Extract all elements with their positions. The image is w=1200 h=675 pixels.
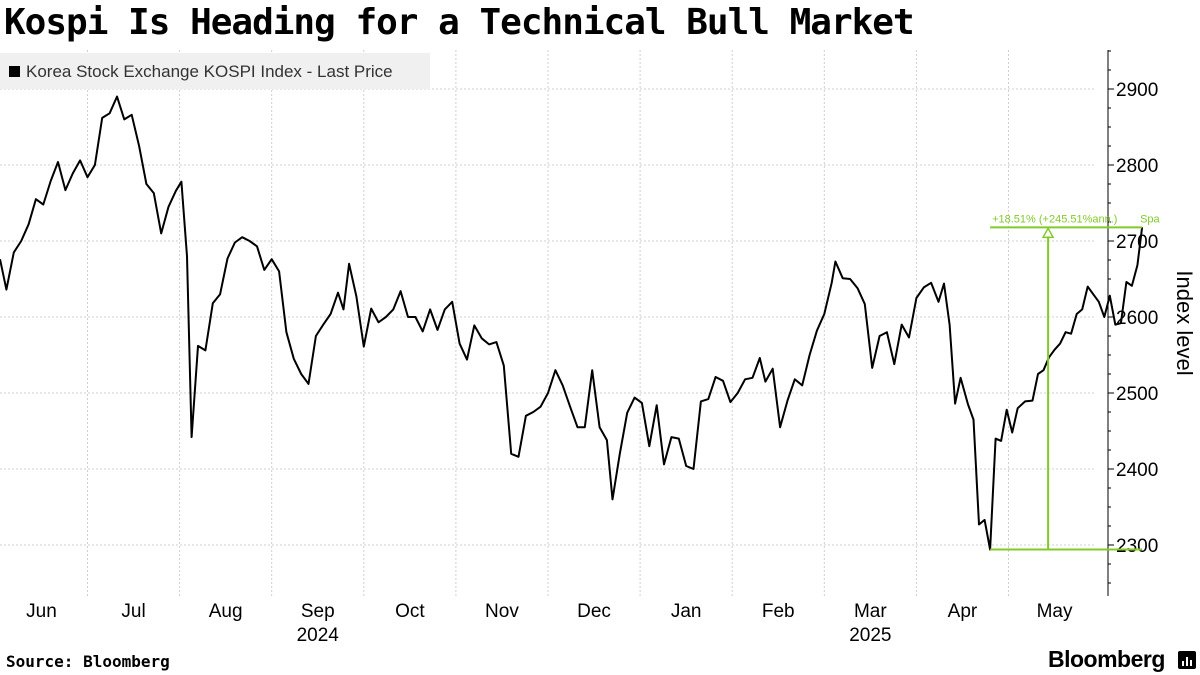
x-year-label: 2025	[849, 625, 891, 646]
x-tick-label: Dec	[577, 601, 611, 622]
x-tick-label: Jun	[26, 601, 57, 622]
y-tick-label: 2700	[1116, 232, 1158, 253]
chart-legend: Korea Stock Exchange KOSPI Index - Last …	[0, 53, 430, 89]
brand-logo: Bloomberg	[1048, 646, 1165, 672]
x-tick-label: Jul	[121, 601, 145, 622]
bloomberg-terminal-icon	[1178, 651, 1196, 669]
source-note: Source: Bloomberg	[6, 652, 170, 671]
y-tick-label: 2600	[1116, 308, 1158, 329]
x-tick-label: Mar	[854, 601, 887, 622]
y-tick-label: 2300	[1116, 536, 1158, 557]
x-year-label: 2024	[297, 625, 340, 646]
series-line	[0, 95, 1144, 551]
x-tick-label: Apr	[948, 601, 978, 622]
annotation-label: +18.51% (+245.51%ann.)	[992, 213, 1117, 225]
legend-swatch	[9, 66, 20, 77]
y-axis-title: Index level	[1172, 270, 1197, 375]
annotation-arrow-head	[1041, 226, 1055, 239]
y-tick-label: 2400	[1116, 460, 1158, 481]
y-tick-label: 2500	[1116, 384, 1158, 405]
page-title: Kospi Is Heading for a Technical Bull Ma…	[4, 2, 915, 43]
legend-label: Korea Stock Exchange KOSPI Index - Last …	[26, 62, 393, 81]
annotation-label-suffix: Spa	[1140, 213, 1160, 225]
x-tick-label: Oct	[395, 601, 425, 622]
y-tick-label: 2800	[1116, 156, 1158, 177]
y-tick-label: 2900	[1116, 80, 1158, 101]
x-tick-label: Sep	[301, 601, 335, 622]
x-tick-label: Nov	[485, 601, 519, 622]
x-tick-label: Feb	[762, 601, 795, 622]
x-tick-label: May	[1037, 601, 1073, 622]
x-tick-label: Aug	[209, 601, 243, 622]
x-tick-label: Jan	[671, 601, 702, 622]
